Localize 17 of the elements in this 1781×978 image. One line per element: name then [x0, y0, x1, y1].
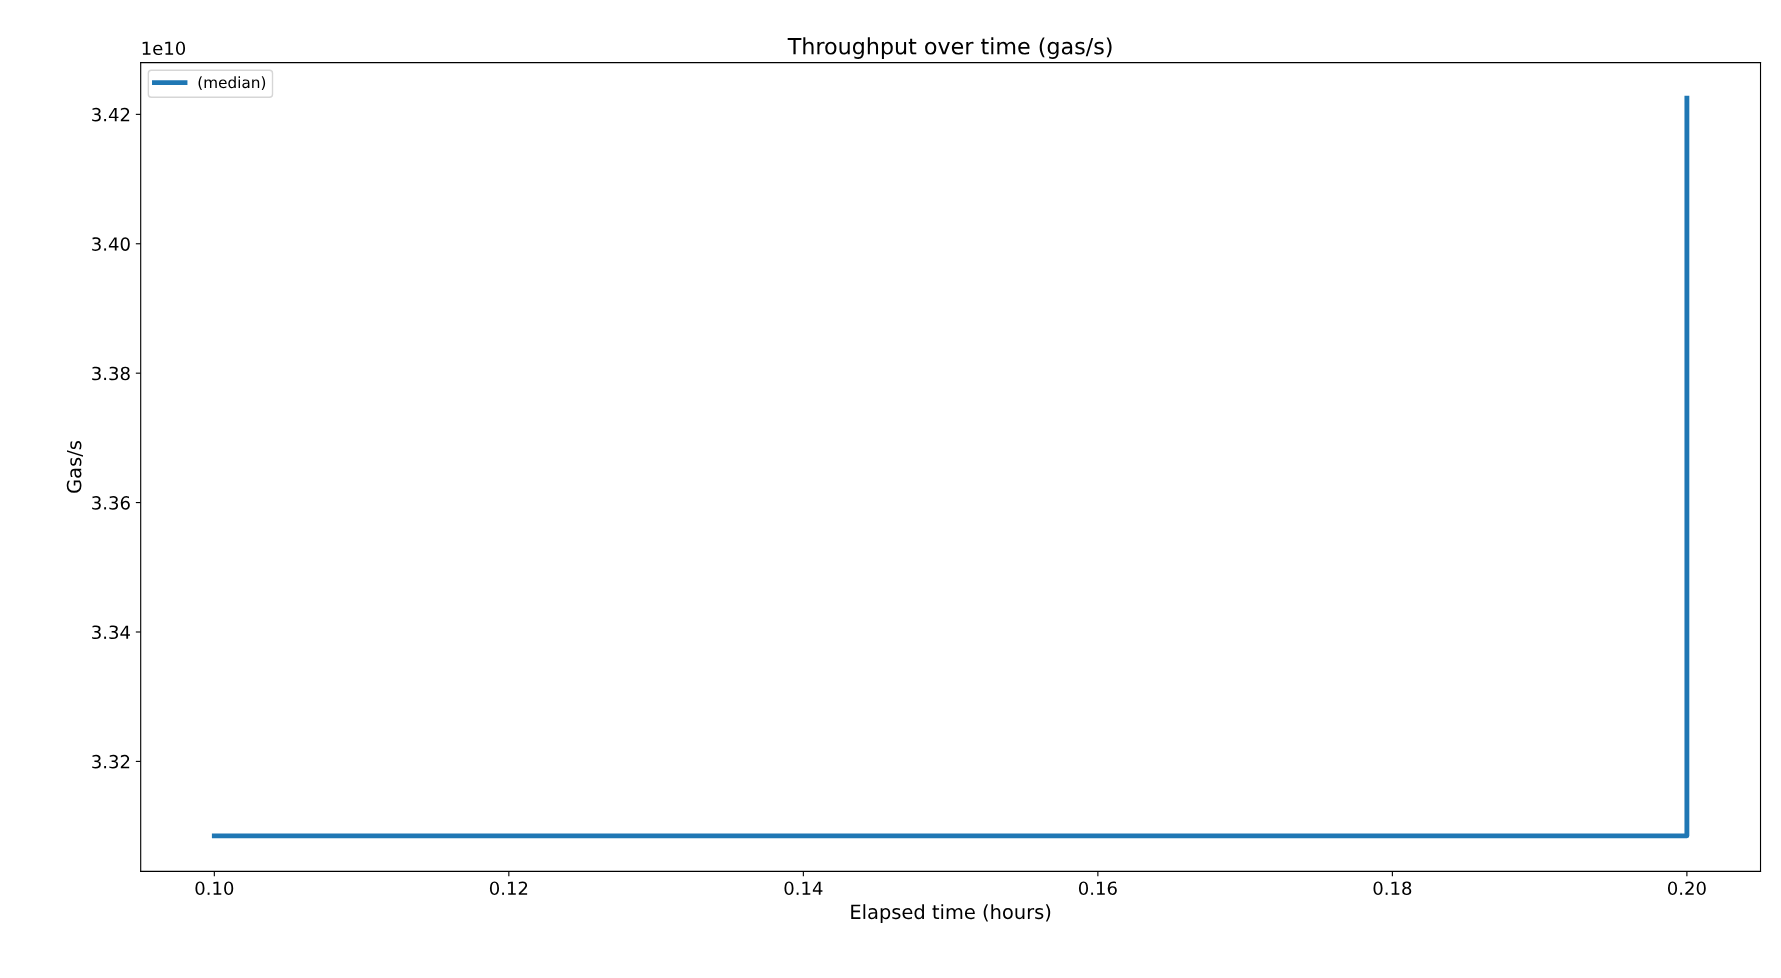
y-tick-label: 3.38: [92, 366, 130, 381]
text: 1e10: [142, 41, 186, 56]
x-tick-label: 0.16: [1078, 881, 1117, 896]
y-tick-label: 3.42: [92, 107, 130, 122]
x-tick-label: 0.10: [195, 881, 234, 896]
x-axis-title: Elapsed time (hours): [851, 904, 1051, 923]
x-tick-label: 0.20: [1667, 881, 1706, 896]
chart-title: Throughput over time (gas/s): [787, 37, 1112, 59]
y-axis-title: Gas/s: [66, 441, 83, 493]
x-tick-label: 0.18: [1373, 881, 1412, 896]
legend-label: (median): [198, 76, 266, 90]
y-tick-label: 3.36: [92, 496, 130, 510]
y-tick-label: 3.40: [92, 237, 130, 251]
x-tick-label: 0.14: [784, 881, 823, 896]
y-tick-label: 3.34: [92, 625, 130, 640]
x-tick-label: 0.12: [489, 881, 528, 896]
y-tick-label: 3.32: [92, 754, 130, 769]
